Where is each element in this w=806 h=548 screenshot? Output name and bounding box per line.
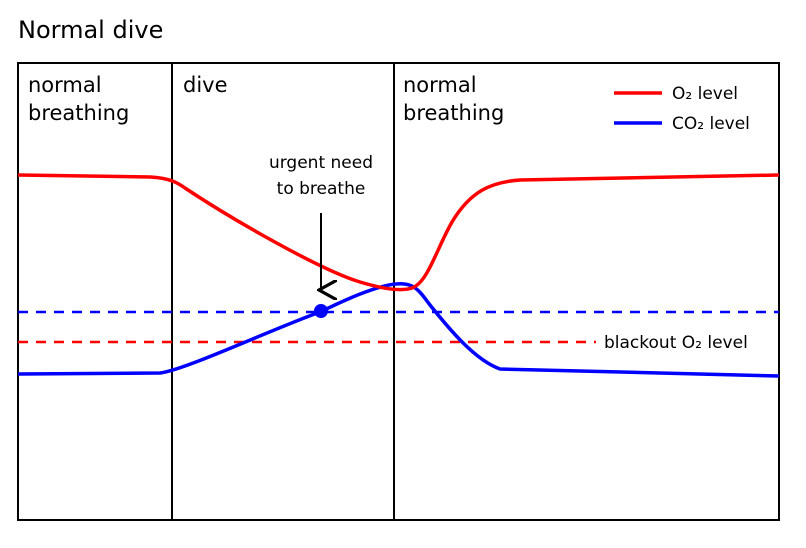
urgent-need-point xyxy=(314,304,328,318)
phase-label-dive: dive xyxy=(183,73,228,97)
legend: O₂ level CO₂ level xyxy=(614,84,750,134)
o2-level-curve xyxy=(17,173,780,292)
co2-level-curve xyxy=(17,282,780,378)
phase-label-normal-breathing-1-line2: breathing xyxy=(28,101,129,125)
diagram-title: Normal dive xyxy=(18,16,163,44)
legend-co2-label: CO₂ level xyxy=(672,114,750,134)
phase-label-normal-breathing-1: normal xyxy=(28,73,102,97)
blackout-o2-label: blackout O₂ level xyxy=(604,333,748,353)
plot-frame xyxy=(17,62,780,521)
phase-label-normal-breathing-2: normal xyxy=(403,73,477,97)
legend-o2-label: O₂ level xyxy=(672,84,738,104)
urgent-need-label: urgent need xyxy=(269,153,373,173)
urgent-need-label-line2: to breathe xyxy=(277,179,366,199)
phase-label-normal-breathing-2-line2: breathing xyxy=(403,101,504,125)
